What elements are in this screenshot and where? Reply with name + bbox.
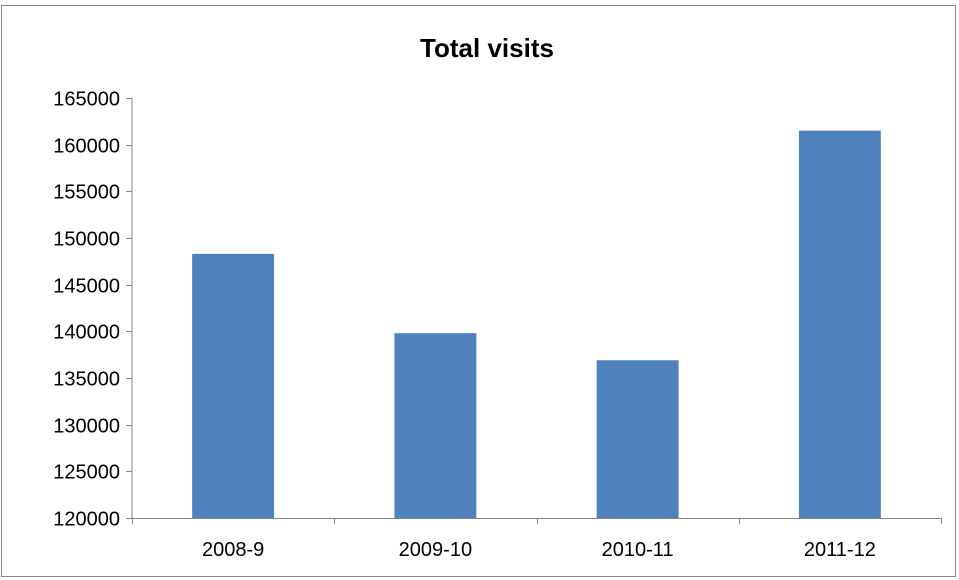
y-tick-label: 120000 (53, 509, 120, 531)
bar-2009-10 (394, 333, 477, 518)
y-tick-label: 135000 (53, 369, 120, 391)
x-axis: 2008-9 2009-10 2010-11 2011-12 (132, 518, 942, 561)
y-tick-label: 165000 (53, 89, 120, 111)
bar-2010-11 (596, 360, 679, 518)
y-tick-label: 125000 (53, 462, 120, 484)
y-tick-label: 130000 (53, 416, 120, 438)
x-tick-label: 2011-12 (804, 539, 876, 561)
x-tick-label: 2010-11 (602, 539, 674, 561)
y-tick-label: 145000 (53, 276, 120, 298)
y-tick-label: 140000 (53, 322, 120, 344)
y-tick-label: 150000 (53, 229, 120, 251)
chart-title: Total visits (420, 33, 554, 63)
x-tick-label: 2008-9 (202, 539, 264, 561)
x-tick-label: 2009-10 (399, 539, 472, 561)
chart-frame (1, 5, 956, 577)
bars (192, 130, 881, 518)
y-tick-label: 160000 (53, 136, 120, 158)
bar-2011-12 (798, 130, 881, 518)
bar-2008-9 (192, 253, 275, 518)
y-axis: 120000 125000 130000 135000 140000 145000 1500… (53, 89, 133, 531)
y-tick-label: 155000 (53, 182, 120, 204)
